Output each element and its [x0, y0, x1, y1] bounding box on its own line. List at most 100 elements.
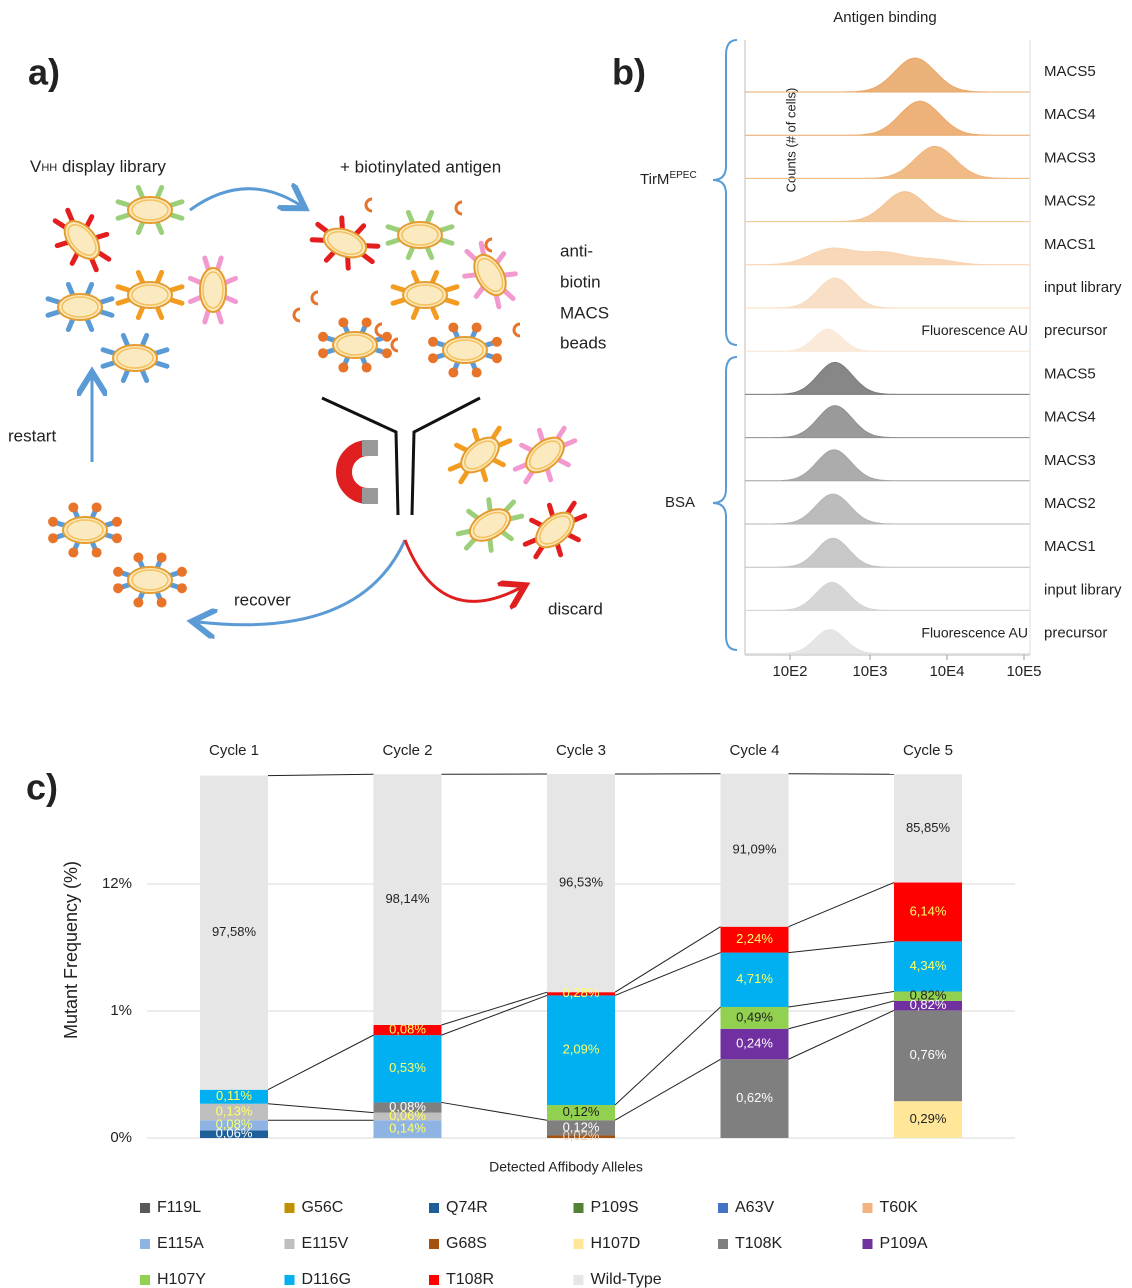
- bead: [157, 552, 167, 562]
- bead: [113, 583, 123, 593]
- row-label: MACS5: [1044, 365, 1096, 382]
- histogram: [745, 362, 1030, 394]
- cell-body: [520, 431, 570, 479]
- legend-label: D116G: [302, 1271, 352, 1288]
- value-label: 97,58%: [212, 924, 257, 939]
- panel-label: c): [26, 767, 58, 808]
- legend-label: P109S: [591, 1199, 639, 1216]
- connector: [789, 883, 895, 927]
- y-axis-label: Mutant Frequency (%): [61, 861, 81, 1039]
- cell: [307, 211, 382, 275]
- histogram: [745, 58, 1030, 92]
- legend-label: Q74R: [446, 1199, 488, 1216]
- value-label: 0,12%: [563, 1119, 600, 1134]
- bead: [133, 598, 143, 608]
- legend-label: T60K: [880, 1199, 919, 1216]
- legend-swatch: [863, 1239, 873, 1249]
- magnet-pole: [362, 488, 378, 504]
- antigen: [366, 199, 372, 211]
- bead: [338, 317, 348, 327]
- value-label: 0,62%: [736, 1090, 773, 1105]
- category-label: Cycle 2: [382, 742, 432, 759]
- value-label: 2,09%: [563, 1042, 600, 1057]
- x-axis-label: Fluorescence AU: [921, 322, 1028, 338]
- histogram: [745, 248, 1030, 265]
- antigen: [294, 309, 300, 321]
- cell-body: [58, 215, 106, 265]
- cell: [506, 417, 584, 493]
- bead: [68, 502, 78, 512]
- cell-body: [63, 517, 107, 543]
- connector: [268, 774, 374, 775]
- category-label: Cycle 1: [209, 742, 259, 759]
- bead: [48, 533, 58, 543]
- legend-swatch: [718, 1239, 728, 1249]
- legend-swatch: [285, 1275, 295, 1285]
- x-tick-label: 10E5: [1006, 663, 1041, 680]
- legend-label: P109A: [880, 1235, 928, 1252]
- arrow: [405, 540, 520, 601]
- beads-label: beads: [560, 333, 606, 352]
- legend-swatch: [718, 1203, 728, 1213]
- cell-body: [333, 332, 377, 358]
- value-label: 0,08%: [389, 1099, 426, 1114]
- row-label: MACS5: [1044, 63, 1096, 80]
- beads-label: MACS: [560, 303, 609, 322]
- arrow: [190, 189, 300, 210]
- value-label: 2,24%: [736, 931, 773, 946]
- cell-body: [530, 506, 580, 554]
- category-label: Cycle 4: [729, 742, 779, 759]
- bead: [177, 583, 187, 593]
- category-label: Cycle 3: [556, 742, 606, 759]
- panel-title: Antigen binding: [833, 9, 936, 26]
- connector: [268, 1035, 374, 1090]
- legend-label: H107D: [591, 1235, 641, 1252]
- bead: [428, 337, 438, 347]
- y-tick-label: 12%: [102, 875, 132, 892]
- cell-body: [455, 431, 505, 479]
- value-label: 0,13%: [216, 1103, 253, 1118]
- row-label: MACS4: [1044, 106, 1096, 123]
- value-label: 0,29%: [910, 1111, 947, 1126]
- connector: [789, 1010, 895, 1059]
- bead: [68, 548, 78, 558]
- legend-label: E115A: [157, 1235, 204, 1252]
- group-name: TirM: [640, 171, 669, 188]
- library-subscript: HH: [41, 162, 57, 174]
- legend-swatch: [429, 1275, 439, 1285]
- value-label: 6,14%: [910, 903, 947, 918]
- bead: [318, 348, 328, 358]
- beads-label: anti-: [560, 241, 593, 260]
- row-label: MACS1: [1044, 236, 1096, 253]
- histogram: [745, 192, 1030, 222]
- legend-label: A63V: [735, 1199, 774, 1216]
- legend-label: E115V: [302, 1235, 349, 1252]
- bead: [157, 598, 167, 608]
- cell-body: [58, 294, 102, 320]
- value-label: 0,49%: [736, 1009, 773, 1024]
- bead: [492, 337, 502, 347]
- bead: [382, 332, 392, 342]
- x-tick-label: 10E3: [852, 663, 887, 680]
- panel-c: c) Mutant Frequency (%) Detected Affibod…: [26, 742, 1015, 1288]
- legend-label: T108K: [735, 1235, 782, 1252]
- row-label: precursor: [1044, 625, 1107, 642]
- bead: [48, 517, 58, 527]
- bead: [133, 552, 143, 562]
- bead: [112, 517, 122, 527]
- panel-label: a): [28, 52, 60, 93]
- legend-swatch: [429, 1203, 439, 1213]
- bead: [448, 322, 458, 332]
- group-superscript: EPEC: [669, 170, 696, 181]
- row-label: MACS2: [1044, 193, 1096, 210]
- cell: [44, 201, 120, 279]
- antigen: [312, 292, 318, 304]
- library-label: VHH display library: [30, 157, 166, 176]
- cell: [113, 552, 187, 607]
- histogram: [745, 278, 1030, 308]
- bead: [362, 317, 372, 327]
- cell: [388, 212, 452, 257]
- cell: [48, 502, 122, 557]
- value-label: 0,08%: [389, 1021, 426, 1036]
- bead: [472, 368, 482, 378]
